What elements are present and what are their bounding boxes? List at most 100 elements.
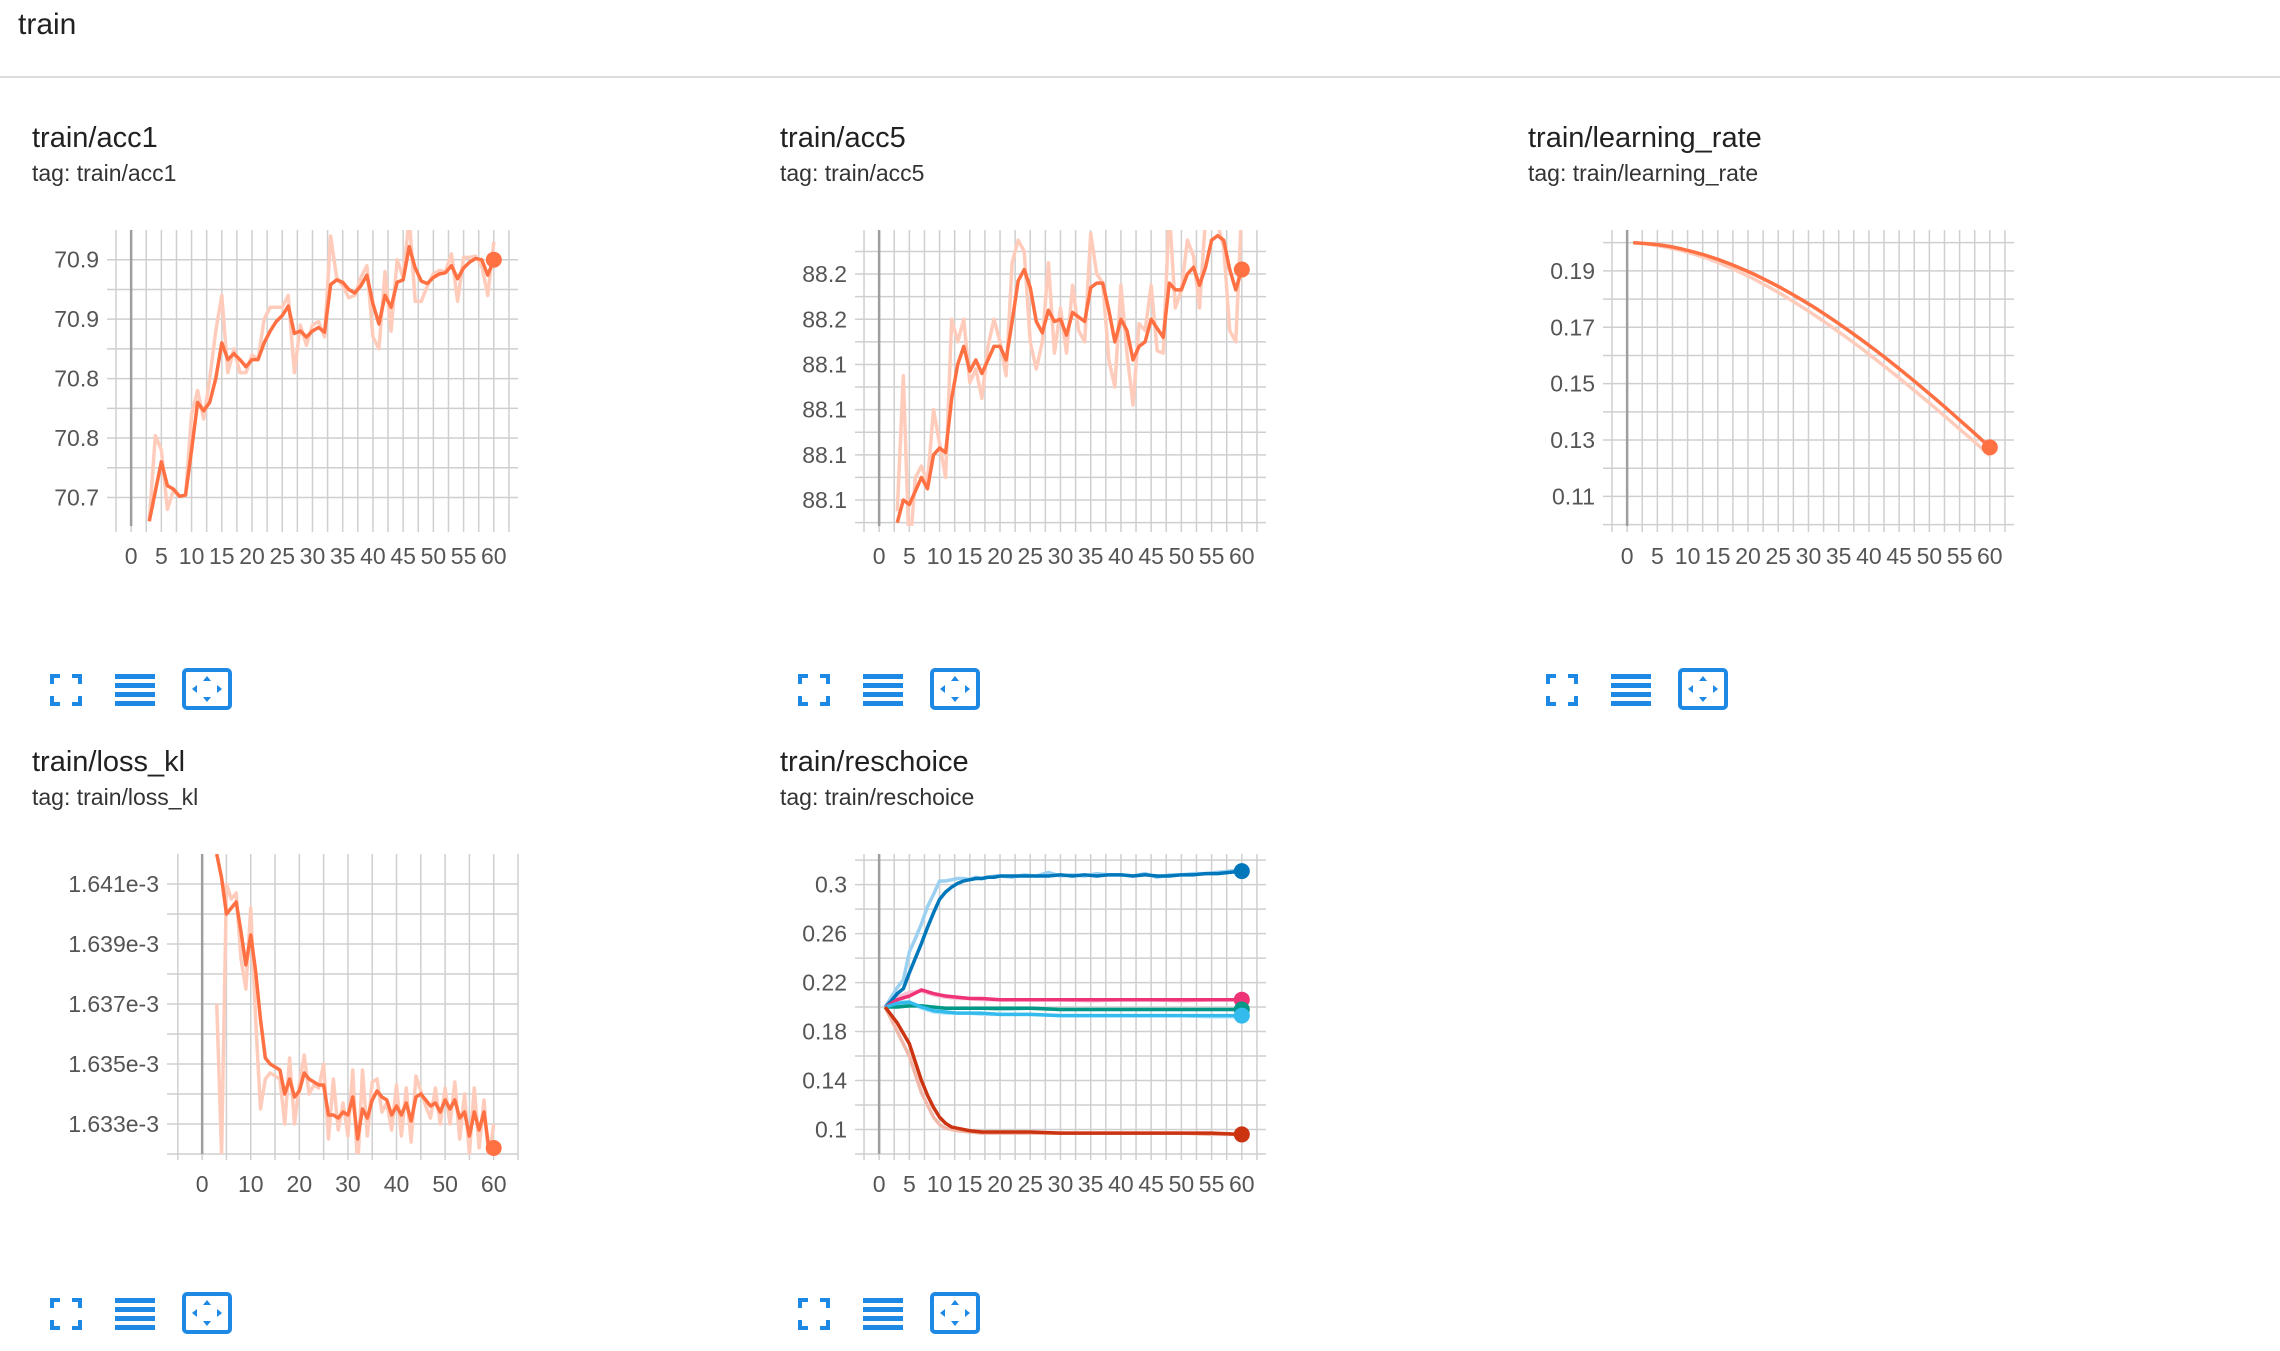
y-tick-label: 88.1 [802, 397, 847, 423]
y-tick-label: 70.9 [54, 247, 99, 273]
fullscreen-icon [798, 1298, 830, 1330]
x-tick-label: 30 [1796, 543, 1822, 569]
x-tick-label: 10 [1675, 543, 1701, 569]
fit-domain-button[interactable] [1678, 668, 1728, 710]
x-tick-label: 45 [390, 543, 416, 569]
x-tick-label: 5 [903, 1171, 916, 1197]
fullscreen-icon [50, 1298, 82, 1330]
y-tick-label: 0.15 [1550, 371, 1595, 397]
x-tick-label: 5 [1651, 543, 1664, 569]
chart-card-reschoice: train/reschoice tag: train/reschoice 0.1… [766, 740, 1496, 1340]
y-tick-label: 0.26 [802, 921, 847, 947]
x-tick-label: 25 [1017, 543, 1043, 569]
x-tick-label: 15 [1705, 543, 1731, 569]
toggle-log-scale-button[interactable] [862, 1296, 904, 1332]
fullscreen-icon [50, 674, 82, 706]
x-tick-label: 20 [287, 1171, 313, 1197]
x-tick-label: 20 [239, 543, 265, 569]
x-tick-label: 10 [927, 1171, 953, 1197]
card-tag: tag: train/reschoice [780, 784, 975, 810]
y-tick-label: 88.1 [802, 487, 847, 513]
x-tick-label: 25 [269, 543, 295, 569]
x-tick-label: 45 [1138, 543, 1164, 569]
chart-card-learning-rate: train/learning_rate tag: train/learning_… [1514, 116, 2244, 716]
x-tick-label: 5 [903, 543, 916, 569]
fullscreen-button[interactable] [48, 1296, 84, 1332]
x-tick-label: 55 [451, 543, 477, 569]
group-title: train [18, 8, 77, 41]
x-tick-label: 50 [1169, 1171, 1195, 1197]
toggle-log-scale-button[interactable] [114, 672, 156, 708]
y-tick-label: 88.2 [802, 306, 847, 332]
series-end-marker [1233, 1126, 1250, 1143]
toggle-log-scale-button[interactable] [862, 672, 904, 708]
x-tick-label: 30 [1048, 543, 1074, 569]
x-tick-label: 0 [873, 1171, 886, 1197]
fit-domain-button[interactable] [930, 668, 980, 710]
series-smoothed-line [147, 244, 496, 522]
fit-domain-button[interactable] [182, 668, 232, 710]
y-tick-label: 70.9 [54, 306, 99, 332]
series-smoothed-line [895, 233, 1244, 524]
fullscreen-icon [1546, 674, 1578, 706]
x-tick-label: 0 [196, 1171, 209, 1197]
fullscreen-button[interactable] [1544, 672, 1580, 708]
card-tag: tag: train/acc5 [780, 160, 925, 186]
fullscreen-button[interactable] [796, 672, 832, 708]
y-tick-label: 1.635e-3 [68, 1051, 159, 1077]
fullscreen-button[interactable] [48, 672, 84, 708]
x-tick-label: 20 [987, 543, 1013, 569]
y-tick-label: 0.13 [1550, 427, 1595, 453]
y-tick-label: 0.3 [815, 872, 847, 898]
card-tag: tag: train/loss_kl [32, 784, 199, 810]
series-smoothed-line [883, 1006, 1242, 1137]
x-tick-label: 35 [330, 543, 356, 569]
fullscreen-button[interactable] [796, 1296, 832, 1332]
fit-domain-button[interactable] [930, 1292, 980, 1334]
x-tick-label: 55 [1947, 543, 1973, 569]
series-raw-line [1633, 240, 1991, 457]
x-tick-label: 60 [481, 1171, 507, 1197]
series-smoothed-line [884, 1000, 1242, 1018]
y-tick-label: 0.14 [802, 1068, 847, 1094]
card-title: train/reschoice [780, 746, 969, 778]
x-tick-label: 10 [179, 543, 205, 569]
x-tick-label: 0 [125, 543, 138, 569]
series-end-marker [1981, 439, 1998, 456]
y-tick-label: 0.11 [1552, 483, 1595, 509]
x-tick-label: 15 [957, 1171, 983, 1197]
chart-card-acc1: train/acc1 tag: train/acc1 70.7 70.8 70.8 7… [18, 116, 748, 716]
series-smoothed-line [215, 854, 494, 1150]
x-tick-label: 40 [1856, 543, 1882, 569]
x-tick-label: 25 [1017, 1171, 1043, 1197]
x-tick-label: 30 [300, 543, 326, 569]
line-chart: 0.1 0.14 0.18 0.22 0.26 0.3 0 5 10 15 20 25 30 35 40 45… [802, 854, 1266, 1197]
line-chart: 70.7 70.8 70.8 70.9 70.9 0 5 10 15 20 25 30 35 40 45 50… [54, 230, 518, 569]
y-tick-label: 0.18 [802, 1019, 847, 1045]
x-tick-label: 40 [1108, 543, 1134, 569]
series-smoothed-line [883, 869, 1242, 1009]
y-tick-label: 1.639e-3 [68, 931, 159, 957]
toggle-log-scale-button[interactable] [1610, 672, 1652, 708]
card-tag: tag: train/acc1 [32, 160, 177, 186]
x-tick-label: 35 [1078, 543, 1104, 569]
toggle-log-scale-icon [863, 674, 903, 706]
x-tick-label: 40 [1108, 1171, 1134, 1197]
x-tick-label: 25 [1765, 543, 1791, 569]
fit-domain-button[interactable] [182, 1292, 232, 1334]
group-header: train [0, 0, 2280, 78]
y-tick-label: 0.19 [1550, 258, 1595, 284]
series-end-marker [485, 251, 502, 268]
y-tick-label: 70.8 [54, 366, 99, 392]
x-tick-label: 0 [873, 543, 886, 569]
series-group [147, 230, 496, 522]
fit-domain-icon [182, 1292, 232, 1334]
line-chart: 0.11 0.13 0.15 0.17 0.19 0 5 10 15 20 25 30 35 40 45 50… [1550, 230, 2014, 569]
x-tick-label: 60 [1229, 1171, 1255, 1197]
x-tick-label: 0 [1621, 543, 1634, 569]
toggle-log-scale-button[interactable] [114, 1296, 156, 1332]
x-tick-label: 10 [238, 1171, 264, 1197]
x-tick-label: 20 [987, 1171, 1013, 1197]
fit-domain-icon [1678, 668, 1728, 710]
card-tag: tag: train/learning_rate [1528, 160, 1759, 186]
